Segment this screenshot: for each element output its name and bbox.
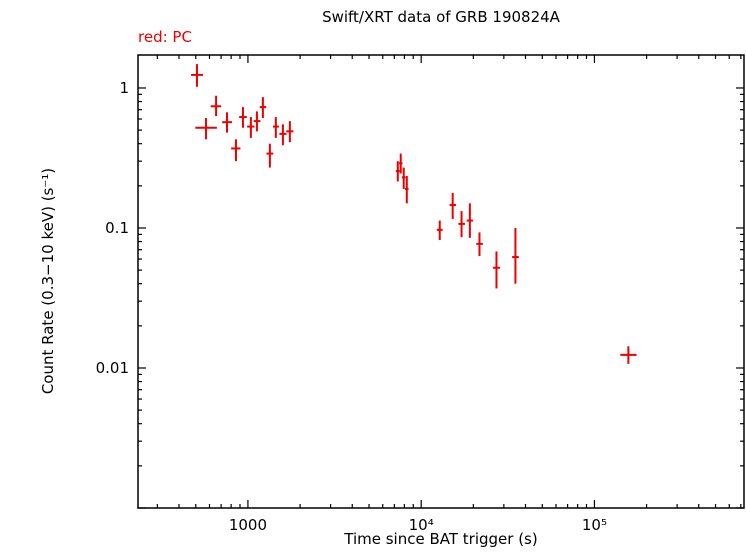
x-axis-label: Time since BAT trigger (s) bbox=[344, 530, 538, 548]
plot-frame bbox=[137, 54, 745, 509]
y-tick-label: 0.01 bbox=[96, 359, 129, 377]
mode-legend-label: red: PC bbox=[138, 28, 192, 46]
chart-title: Swift/XRT data of GRB 190824A bbox=[322, 8, 560, 26]
x-tick-label: 10⁴ bbox=[409, 516, 434, 534]
y-tick-label: 1 bbox=[119, 79, 129, 97]
x-tick-label: 1000 bbox=[229, 516, 267, 534]
x-tick-label: 10⁵ bbox=[582, 516, 607, 534]
y-tick-label: 0.1 bbox=[105, 219, 129, 237]
